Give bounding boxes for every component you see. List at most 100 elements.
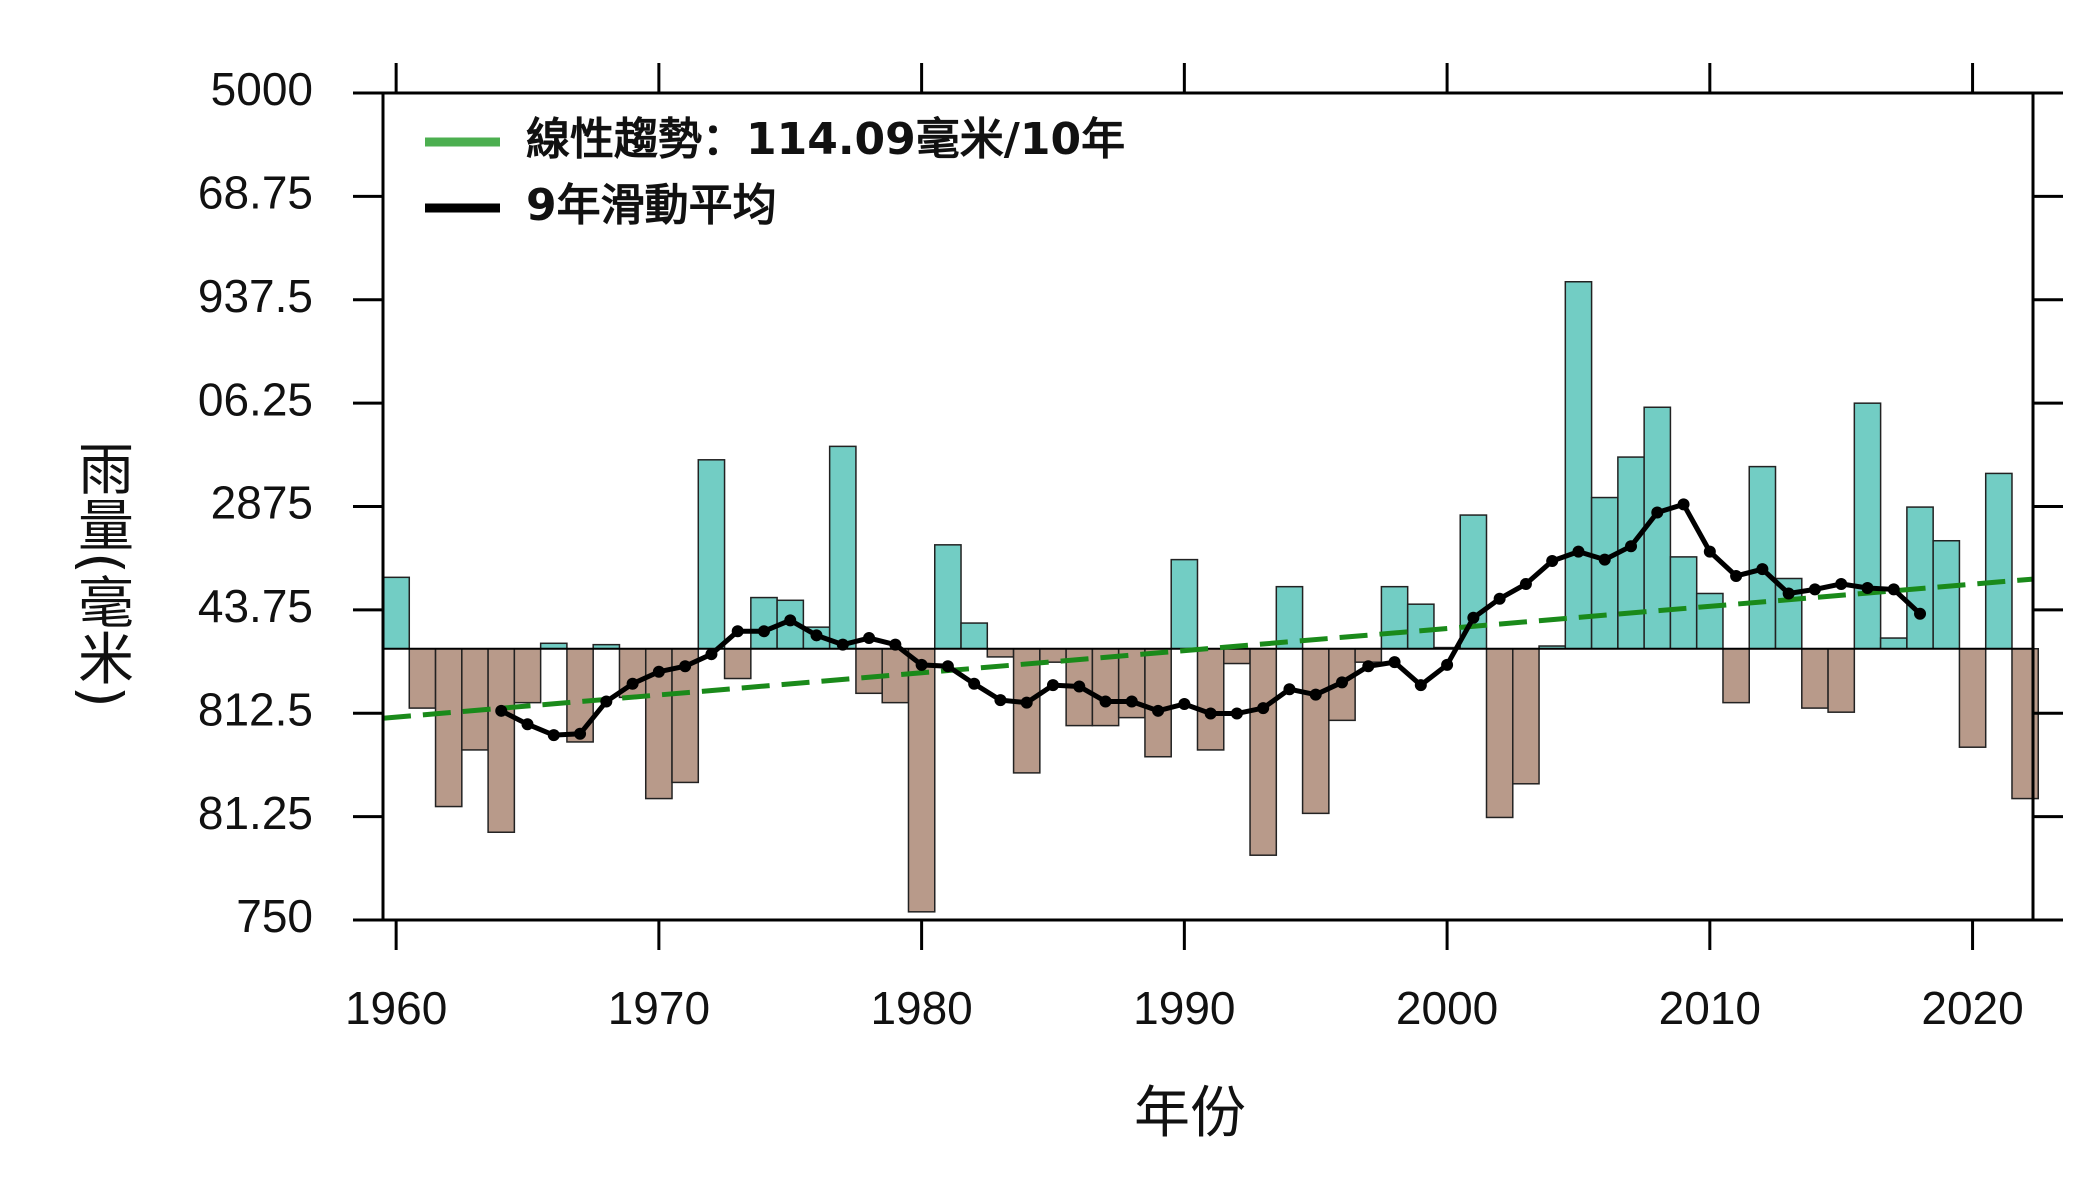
moving-average-point bbox=[600, 695, 613, 708]
bar bbox=[1275, 585, 1304, 650]
y-tick-label: 68.75 bbox=[198, 167, 313, 219]
moving-average-point bbox=[521, 718, 534, 731]
moving-average-point bbox=[863, 632, 876, 645]
moving-average-point bbox=[1362, 660, 1375, 673]
bar bbox=[1564, 281, 1593, 650]
bar bbox=[1091, 647, 1120, 727]
x-tick-label: 1980 bbox=[870, 982, 972, 1034]
y-tick-label: 750 bbox=[236, 890, 313, 942]
x-axis-label: 年份 bbox=[1134, 1081, 1246, 1146]
bar bbox=[1406, 603, 1435, 650]
bar bbox=[986, 647, 1015, 658]
bar bbox=[1012, 647, 1041, 774]
moving-average-point bbox=[1467, 611, 1480, 624]
bar bbox=[1827, 647, 1856, 713]
moving-average-point bbox=[994, 694, 1007, 707]
moving-average-point bbox=[547, 729, 560, 742]
moving-average-point bbox=[1625, 540, 1638, 553]
y-tick-label: 43.75 bbox=[198, 580, 313, 632]
moving-average-point bbox=[968, 677, 981, 690]
moving-average-point bbox=[1572, 545, 1585, 558]
moving-average-point bbox=[1257, 702, 1270, 715]
moving-average-point bbox=[1335, 676, 1348, 689]
moving-average-point bbox=[1414, 679, 1427, 692]
moving-average-point bbox=[1598, 553, 1611, 566]
moving-average-point bbox=[1178, 698, 1191, 711]
bar bbox=[907, 647, 936, 913]
x-tick-label: 1970 bbox=[608, 982, 710, 1034]
bar bbox=[934, 544, 962, 650]
moving-average-point bbox=[941, 660, 954, 673]
x-tick-label: 2010 bbox=[1659, 982, 1761, 1034]
bar bbox=[1722, 647, 1750, 704]
bar bbox=[1853, 402, 1882, 650]
moving-average-point bbox=[1677, 498, 1690, 511]
bar bbox=[855, 647, 883, 695]
moving-average-point bbox=[1073, 680, 1086, 693]
bar bbox=[1512, 647, 1540, 785]
y-tick-label: 812.5 bbox=[198, 683, 313, 735]
bar bbox=[1669, 556, 1698, 650]
bar bbox=[1223, 647, 1251, 665]
y-tick-label: 937.5 bbox=[198, 270, 313, 322]
bar bbox=[1380, 585, 1409, 650]
moving-average-point bbox=[1519, 577, 1532, 590]
x-tick-label: 1990 bbox=[1133, 982, 1235, 1034]
bar bbox=[461, 647, 489, 751]
moving-average-point bbox=[731, 625, 744, 638]
y-tick-label: 2875 bbox=[211, 477, 313, 529]
y-tick-label: 06.25 bbox=[198, 373, 313, 425]
bar bbox=[1485, 647, 1514, 819]
moving-average-point bbox=[1020, 696, 1033, 709]
bar bbox=[1958, 647, 1987, 748]
moving-average-point bbox=[1230, 707, 1243, 720]
moving-average-point bbox=[1309, 688, 1322, 701]
moving-average-point bbox=[495, 704, 508, 717]
bar bbox=[1984, 472, 2013, 650]
moving-average-point bbox=[1204, 707, 1217, 720]
moving-average-point bbox=[1493, 592, 1506, 605]
trend-line bbox=[382, 576, 2034, 721]
moving-average-point bbox=[1388, 656, 1401, 669]
bar bbox=[960, 622, 989, 650]
bar bbox=[828, 445, 857, 650]
moving-average-point bbox=[1099, 695, 1112, 708]
bar bbox=[723, 647, 752, 680]
moving-average-point bbox=[1730, 569, 1743, 582]
moving-average-point bbox=[1125, 695, 1138, 708]
moving-average-point bbox=[1046, 679, 1059, 692]
moving-average-point bbox=[889, 638, 902, 651]
moving-average-point bbox=[1703, 545, 1716, 558]
moving-average-point bbox=[652, 665, 665, 678]
legend-label: 線性趨勢：114.09毫米/10年 bbox=[526, 114, 1125, 165]
moving-average-point bbox=[1887, 583, 1900, 596]
moving-average-point bbox=[1756, 563, 1769, 576]
bar bbox=[1170, 558, 1199, 650]
bar bbox=[1144, 647, 1172, 758]
moving-average-point bbox=[1152, 704, 1165, 717]
bar bbox=[1748, 465, 1777, 650]
bar bbox=[1301, 647, 1330, 815]
bar bbox=[1354, 647, 1383, 663]
bar bbox=[487, 647, 516, 833]
moving-average-point bbox=[1283, 683, 1296, 696]
moving-average-point bbox=[1835, 577, 1848, 590]
moving-average-point bbox=[810, 629, 823, 642]
bar bbox=[697, 459, 726, 650]
y-axis-label: 雨量(毫米) bbox=[69, 440, 134, 708]
moving-average-point bbox=[1914, 607, 1927, 620]
bar bbox=[1695, 592, 1724, 650]
y-tick-label: 5000 bbox=[211, 63, 313, 115]
bar bbox=[1249, 647, 1278, 856]
moving-average-point bbox=[705, 648, 718, 661]
bar bbox=[513, 647, 542, 704]
legend-label: 9年滑動平均 bbox=[526, 180, 777, 231]
moving-average-point bbox=[1546, 554, 1559, 567]
bar bbox=[408, 647, 437, 709]
bar bbox=[382, 576, 411, 650]
x-tick-label: 2020 bbox=[1921, 982, 2023, 1034]
bar bbox=[434, 647, 463, 808]
moving-average-point bbox=[574, 727, 587, 740]
moving-average-point bbox=[836, 638, 849, 651]
